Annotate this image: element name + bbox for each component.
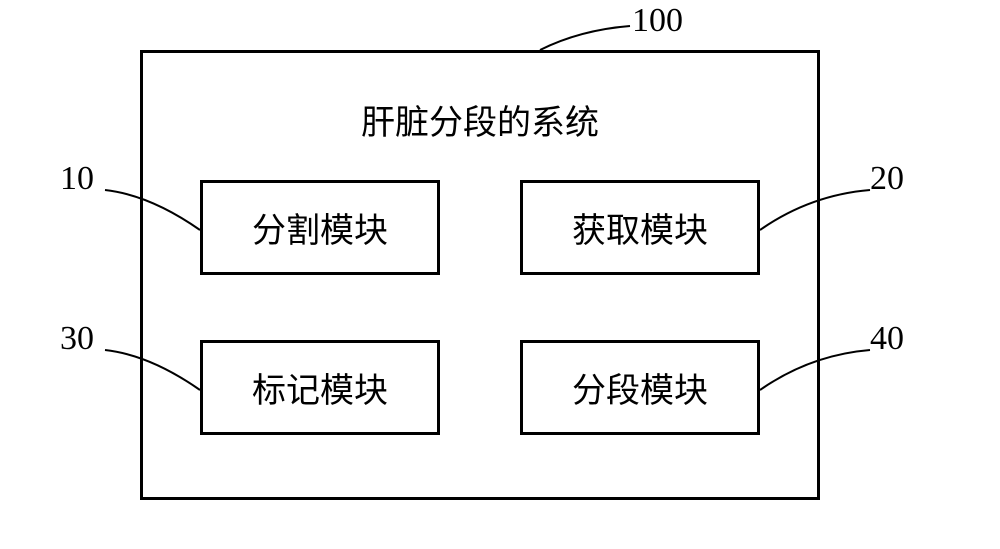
ref-40: 40 xyxy=(870,320,904,358)
ref-100: 100 xyxy=(632,2,683,40)
module-label: 获取模块 xyxy=(572,203,708,252)
diagram-canvas: { "type": "block-diagram", "background_c… xyxy=(0,0,1000,549)
ref-20: 20 xyxy=(870,160,904,198)
labeling-module: 标记模块 xyxy=(200,340,440,435)
ref-10: 10 xyxy=(60,160,94,198)
ref-30: 30 xyxy=(60,320,94,358)
system-title: 肝脏分段的系统 xyxy=(345,95,615,144)
segmentation-module: 分割模块 xyxy=(200,180,440,275)
module-label: 分割模块 xyxy=(252,203,388,252)
module-label: 分段模块 xyxy=(572,363,708,412)
sectioning-module: 分段模块 xyxy=(520,340,760,435)
acquisition-module: 获取模块 xyxy=(520,180,760,275)
module-label: 标记模块 xyxy=(252,363,388,412)
leader-100 xyxy=(540,26,630,50)
